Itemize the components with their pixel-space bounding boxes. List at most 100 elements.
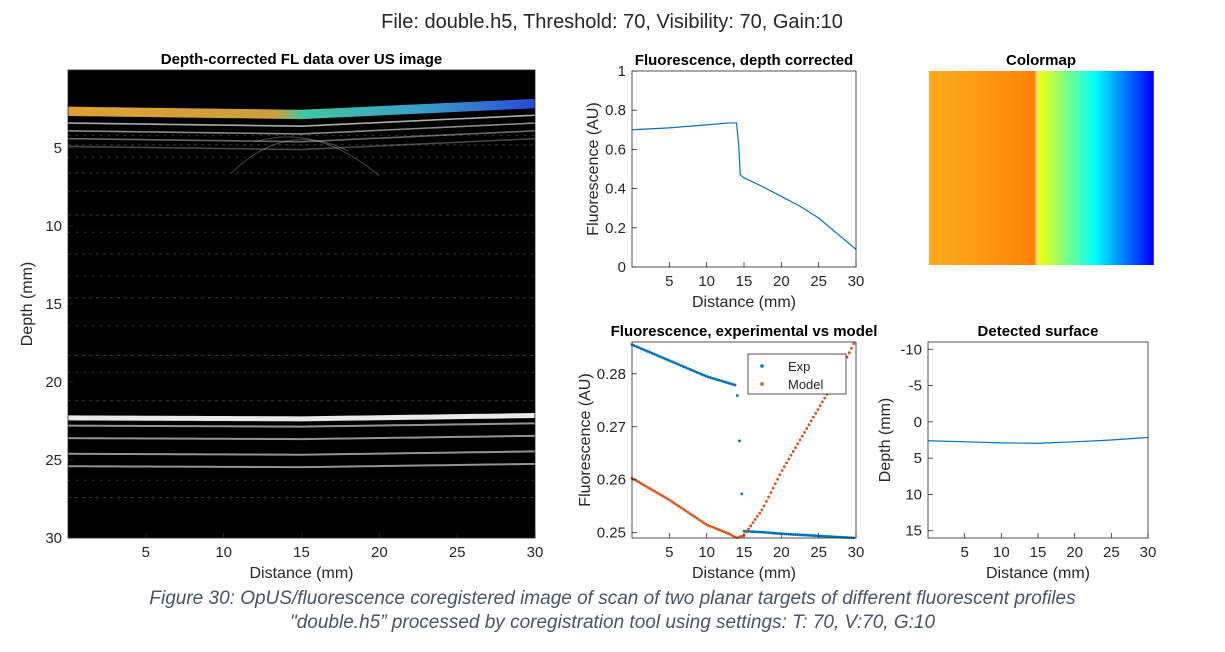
series-exp-point — [812, 534, 815, 537]
us-bright-band — [67, 462, 536, 469]
surface-line — [927, 436, 1149, 444]
series-exp-point — [722, 380, 726, 384]
series-exp-point — [765, 531, 768, 534]
colormap-cell — [1053, 71, 1057, 265]
series-model-point — [726, 532, 730, 535]
legend-box — [747, 353, 847, 395]
x-tick-label: 15 — [736, 544, 753, 561]
colormap-cell — [1046, 71, 1049, 265]
colormap-cell — [1061, 71, 1065, 265]
legend-marker — [760, 364, 764, 368]
series-exp-point — [738, 439, 741, 443]
series-exp-point — [807, 533, 811, 537]
x-axis-label: Distance (mm) — [986, 565, 1090, 582]
series-model-point — [691, 513, 694, 517]
x-tick-label: 20 — [1066, 544, 1083, 561]
series-exp-point — [796, 533, 800, 537]
series-exp-point — [673, 361, 676, 365]
series-exp-point — [637, 346, 641, 349]
series-model-point — [641, 483, 645, 487]
series-exp-point — [758, 530, 762, 534]
colormap-cell — [993, 71, 998, 265]
colormap-cell — [946, 71, 952, 265]
x-tick-label: 5 — [960, 544, 968, 561]
series-exp-point — [747, 529, 750, 533]
y-tick-label: -10 — [900, 341, 922, 358]
series-model-point — [695, 516, 699, 520]
x-tick-label: 20 — [371, 544, 388, 561]
series-exp-point — [773, 531, 777, 535]
series-exp-point — [740, 492, 744, 496]
colormap-cell — [1102, 71, 1106, 265]
axes-title: Fluorescence, depth corrected — [635, 52, 853, 69]
colormap-cell — [1125, 71, 1129, 265]
series-model-point — [711, 525, 715, 529]
series-exp-point — [661, 356, 665, 360]
colormap-cell — [1022, 71, 1027, 265]
series-exp-point — [767, 531, 771, 535]
series-model-point — [789, 453, 793, 457]
colormap-cell — [1088, 71, 1092, 265]
us-echo-band — [67, 122, 536, 135]
colormap-cell — [936, 71, 941, 265]
series-model-point — [704, 522, 708, 526]
series-model-point — [794, 446, 797, 450]
y-tick-label: 0.25 — [597, 525, 626, 542]
colormap-cell — [1069, 71, 1073, 265]
colormap-cell — [1063, 71, 1067, 265]
x-tick-label: 10 — [215, 544, 232, 561]
colormap-cell — [1059, 71, 1063, 265]
colormap-cell — [1121, 71, 1125, 265]
axes-title: Colormap — [1006, 52, 1076, 69]
series-model-point — [655, 491, 659, 494]
colormap-cell — [957, 71, 963, 265]
colormap-cell — [975, 71, 980, 265]
colormap-cell — [1123, 71, 1127, 265]
y-tick-label: 15 — [905, 523, 922, 540]
y-tick-label: 0.2 — [605, 220, 626, 237]
series-model-point — [749, 524, 753, 528]
figure-caption-line2: "double.h5” processed by coregistration … — [289, 612, 936, 633]
x-tick-label: 20 — [773, 544, 790, 561]
series-model-point — [666, 497, 670, 501]
colormap-cell — [1055, 71, 1059, 265]
y-tick-label: 0 — [618, 259, 626, 276]
colormap-cell — [1137, 71, 1141, 265]
series-model-point — [771, 486, 775, 490]
series-model-point — [670, 500, 674, 504]
series-model-point — [717, 528, 721, 532]
fluorescence-line — [631, 122, 857, 250]
series-exp-point — [771, 531, 775, 535]
colormap-cell — [1048, 71, 1051, 265]
y-tick-label: 10 — [905, 486, 922, 503]
y-tick-label: 10 — [45, 218, 62, 235]
colormap-cell — [1094, 71, 1098, 265]
y-axis-label: Fluorescence (AU) — [585, 102, 602, 235]
colormap-cell — [1018, 71, 1023, 265]
legend-label: Exp — [788, 359, 810, 374]
fluorescence-axes: 5 10 15 20 25 30 0 0.2 0.4 0.6 0.8 1 Fluorescence, d… — [585, 52, 864, 311]
series-model-point — [686, 510, 690, 514]
series-model-point — [688, 512, 692, 516]
colormap-cell — [1116, 71, 1119, 265]
colormap-cell — [1145, 71, 1148, 265]
series-exp-point — [688, 368, 692, 371]
us-echo-band — [67, 114, 536, 127]
series-exp-point — [814, 534, 818, 538]
colormap-cell — [1112, 71, 1115, 265]
series-exp-point — [713, 377, 717, 381]
colormap-cell — [1044, 71, 1048, 265]
colormap-cell — [1073, 71, 1077, 265]
colormap-cell — [1085, 71, 1088, 265]
series-model-point — [847, 351, 851, 355]
series-exp-point — [720, 379, 723, 383]
colormap-cell — [1133, 71, 1137, 265]
series-model-point — [659, 493, 663, 497]
series-model-point — [709, 524, 712, 528]
x-tick-label: 30 — [848, 544, 865, 561]
series-exp-point — [655, 353, 659, 357]
series-model-point — [778, 473, 782, 477]
x-tick-label: 10 — [698, 273, 715, 290]
axes-title: Fluorescence, experimental vs model — [611, 323, 878, 340]
y-tick-label: 20 — [45, 374, 62, 391]
